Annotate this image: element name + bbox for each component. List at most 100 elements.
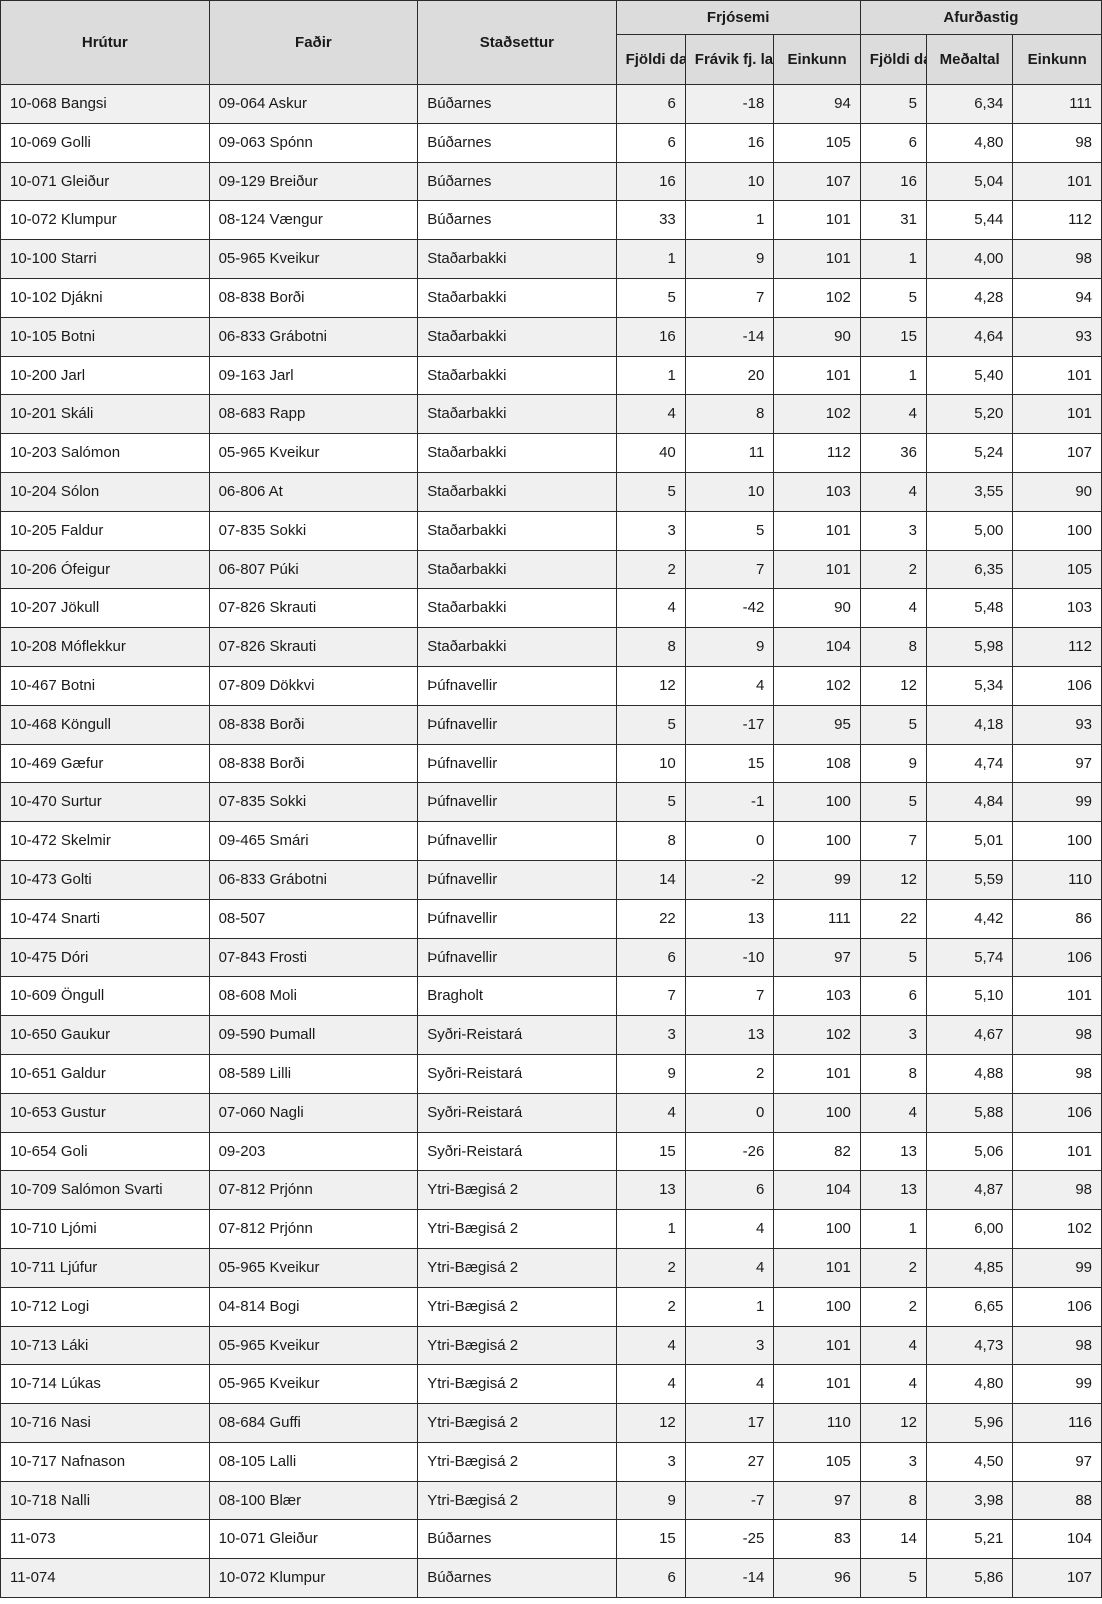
cell-frjosemi-einkunn: 102 <box>773 277 861 318</box>
cell-afurdastig-fjoldi-daetra: 12 <box>859 1403 927 1443</box>
cell-frjosemi-einkunn: 108 <box>773 743 861 784</box>
table-row[interactable]: 10-203 Salómon 05-965 Kveikur Staðarbakki 4… <box>0 433 1102 473</box>
column-header-afurdastig-medaltal[interactable]: Meðaltal <box>925 34 1014 85</box>
cell-frjosemi-fjoldi-daetra: 16 <box>615 161 686 202</box>
cell-frjosemi-einkunn: 100 <box>773 821 861 861</box>
table-row[interactable]: 10-473 Golti 06-833 Grábotni Þúfnavellir 14… <box>0 859 1102 900</box>
cell-frjosemi-fjoldi-daetra: 9 <box>615 1480 686 1521</box>
cell-afurdastig-fjoldi-daetra: 14 <box>859 1519 927 1560</box>
cell-hrutur: 10-654 Goli <box>0 1131 210 1172</box>
cell-frjosemi-einkunn: 101 <box>773 510 861 551</box>
table-row[interactable]: 10-712 Logi 04-814 Bogi Ytri-Bægisá 2 2 1 100… <box>0 1286 1102 1327</box>
cell-frjosemi-fjoldi-daetra: 10 <box>615 743 686 784</box>
cell-frjosemi-fravik-fj-lamba: 2 <box>684 1053 775 1094</box>
cell-frjosemi-fravik-fj-lamba: 4 <box>684 1247 775 1288</box>
cell-frjosemi-fjoldi-daetra: 5 <box>615 277 686 318</box>
cell-stadsettur: Búðarnes <box>417 122 617 163</box>
table-row[interactable]: 10-609 Öngull 08-608 Moli Bragholt 7 7 103 6 5,… <box>0 976 1102 1017</box>
column-header-afurdastig-einkunn[interactable]: Einkunn <box>1012 34 1102 85</box>
table-row[interactable]: 10-653 Gustur 07-060 Nagli Syðri-Reistará 4… <box>0 1092 1102 1133</box>
column-header-frjosemi-fravik-fj-lamba[interactable]: Frávik fj. lamba <box>684 34 775 85</box>
column-header-frjosemi-einkunn[interactable]: Einkunn <box>773 34 861 85</box>
table-row[interactable]: 10-105 Botni 06-833 Grábotni Staðarbakki 16… <box>0 316 1102 357</box>
cell-frjosemi-einkunn: 102 <box>773 394 861 435</box>
table-row[interactable]: 10-200 Jarl 09-163 Jarl Staðarbakki 1 20 101 1… <box>0 355 1102 396</box>
table-row[interactable]: 10-069 Golli 09-063 Spónn Búðarnes 6 16 105 6 4… <box>0 122 1102 163</box>
table-row[interactable]: 10-468 Köngull 08-838 Borði Þúfnavellir 5 -1… <box>0 704 1102 745</box>
cell-stadsettur: Ytri-Bægisá 2 <box>417 1480 617 1521</box>
cell-afurdastig-einkunn: 106 <box>1012 665 1102 706</box>
cell-fadir: 09-129 Breiður <box>208 161 419 202</box>
cell-frjosemi-einkunn: 104 <box>773 627 861 667</box>
table-row[interactable]: 10-654 Goli 09-203 Syðri-Reistará 15 -26 82 13… <box>0 1131 1102 1172</box>
table-row[interactable]: 10-204 Sólon 06-806 At Staðarbakki 5 10 103 4 3… <box>0 471 1102 512</box>
cell-frjosemi-einkunn: 102 <box>773 665 861 706</box>
cell-frjosemi-fravik-fj-lamba: 15 <box>684 743 775 784</box>
table-row[interactable]: 10-709 Salómon Svarti 07-812 Prjónn Ytri-B… <box>0 1170 1102 1211</box>
table-row[interactable]: 10-470 Surtur 07-835 Sokki Þúfnavellir 5 -1 1… <box>0 782 1102 823</box>
table-row[interactable]: 10-474 Snarti 08-507 Þúfnavellir 22 13 111 22 4… <box>0 898 1102 939</box>
cell-afurdastig-einkunn: 98 <box>1012 1325 1102 1366</box>
cell-stadsettur: Staðarbakki <box>417 627 617 667</box>
table-row[interactable]: 10-207 Jökull 07-826 Skrauti Staðarbakki 4-… <box>0 588 1102 629</box>
column-header-hrutur[interactable]: Hrútur <box>0 0 210 85</box>
table-row[interactable]: 10-716 Nasi 08-684 Guffi Ytri-Bægisá 2 12 17… <box>0 1403 1102 1443</box>
table-row[interactable]: 11-073 10-071 Gleiður Búðarnes 15 -25 83 14 5,2… <box>0 1519 1102 1560</box>
table-row[interactable]: 10-201 Skáli 08-683 Rapp Staðarbakki 4 8 102 4… <box>0 394 1102 435</box>
table-row[interactable]: 10-651 Galdur 08-589 Lilli Syðri-Reistará 9… <box>0 1053 1102 1094</box>
table-row[interactable]: 10-072 Klumpur 08-124 Vængur Búðarnes 33 1 10… <box>0 200 1102 241</box>
table-row[interactable]: 10-102 Djákni 08-838 Borði Staðarbakki 5 7 10… <box>0 277 1102 318</box>
cell-stadsettur: Þúfnavellir <box>417 782 617 823</box>
table-row[interactable]: 10-475 Dóri 07-843 Frosti Þúfnavellir 6 -10 9… <box>0 937 1102 978</box>
table-row[interactable]: 11-074 10-072 Klumpur Búðarnes 6 -14 96 5 5,86 1… <box>0 1558 1102 1599</box>
cell-afurdastig-einkunn: 112 <box>1012 627 1102 667</box>
cell-hrutur: 11-073 <box>0 1519 210 1560</box>
cell-frjosemi-fravik-fj-lamba: 7 <box>684 277 775 318</box>
table-row[interactable]: 10-469 Gæfur 08-838 Borði Þúfnavellir 10 15 1… <box>0 743 1102 784</box>
cell-frjosemi-einkunn: 101 <box>773 1247 861 1288</box>
header-group-row: Hrútur Faðir Staðsettur Frjósemi Afurðas… <box>0 0 1102 85</box>
cell-frjosemi-einkunn: 100 <box>773 1209 861 1249</box>
column-header-fadir[interactable]: Faðir <box>208 0 419 85</box>
cell-afurdastig-medaltal: 5,40 <box>925 355 1014 396</box>
table-row[interactable]: 10-717 Nafnason 08-105 Lalli Ytri-Bægisá 2… <box>0 1441 1102 1482</box>
cell-afurdastig-einkunn: 112 <box>1012 200 1102 241</box>
cell-afurdastig-fjoldi-daetra: 4 <box>859 588 927 629</box>
table-row[interactable]: 10-472 Skelmir 09-465 Smári Þúfnavellir 8 0 1… <box>0 821 1102 861</box>
cell-hrutur: 11-074 <box>0 1558 210 1599</box>
table-row[interactable]: 10-718 Nalli 08-100 Blær Ytri-Bægisá 2 9 -7 9… <box>0 1480 1102 1521</box>
cell-afurdastig-einkunn: 104 <box>1012 1519 1102 1560</box>
cell-frjosemi-fravik-fj-lamba: 4 <box>684 1364 775 1405</box>
column-header-afurdastig-fjoldi-daetra[interactable]: Fjöldi dætra <box>859 34 927 85</box>
cell-fadir: 07-060 Nagli <box>208 1092 419 1133</box>
cell-stadsettur: Þúfnavellir <box>417 704 617 745</box>
table-row[interactable]: 10-100 Starri 05-965 Kveikur Staðarbakki 1 9… <box>0 239 1102 279</box>
table-row[interactable]: 10-068 Bangsi 09-064 Askur Búðarnes 6 -18 94 5… <box>0 84 1102 124</box>
table-row[interactable]: 10-206 Ófeigur 06-807 Púki Staðarbakki 2 7 10… <box>0 549 1102 590</box>
table-row[interactable]: 10-071 Gleiður 09-129 Breiður Búðarnes 16 10… <box>0 161 1102 202</box>
cell-fadir: 07-835 Sokki <box>208 510 419 551</box>
cell-hrutur: 10-072 Klumpur <box>0 200 210 241</box>
cell-afurdastig-einkunn: 100 <box>1012 821 1102 861</box>
cell-fadir: 06-807 Púki <box>208 549 419 590</box>
cell-frjosemi-fjoldi-daetra: 2 <box>615 1286 686 1327</box>
table-row[interactable]: 10-205 Faldur 07-835 Sokki Staðarbakki 3 5 10… <box>0 510 1102 551</box>
cell-afurdastig-medaltal: 4,88 <box>925 1053 1014 1094</box>
table-row[interactable]: 10-711 Ljúfur 05-965 Kveikur Ytri-Bægisá 2… <box>0 1247 1102 1288</box>
cell-hrutur: 10-713 Láki <box>0 1325 210 1366</box>
column-header-frjosemi-fjoldi-daetra[interactable]: Fjöldi dætra <box>615 34 686 85</box>
cell-hrutur: 10-650 Gaukur <box>0 1015 210 1055</box>
cell-frjosemi-fravik-fj-lamba: -1 <box>684 782 775 823</box>
column-header-stadsettur[interactable]: Staðsettur <box>417 0 617 85</box>
cell-stadsettur: Staðarbakki <box>417 239 617 279</box>
cell-frjosemi-einkunn: 101 <box>773 355 861 396</box>
cell-stadsettur: Þúfnavellir <box>417 898 617 939</box>
cell-hrutur: 10-200 Jarl <box>0 355 210 396</box>
table-row[interactable]: 10-208 Móflekkur 07-826 Skrauti Staðarbakk… <box>0 627 1102 667</box>
table-row[interactable]: 10-650 Gaukur 09-590 Þumall Syðri-Reistará… <box>0 1015 1102 1055</box>
cell-fadir: 07-835 Sokki <box>208 782 419 823</box>
table-row[interactable]: 10-467 Botni 07-809 Dökkvi Þúfnavellir 12 4 1… <box>0 665 1102 706</box>
